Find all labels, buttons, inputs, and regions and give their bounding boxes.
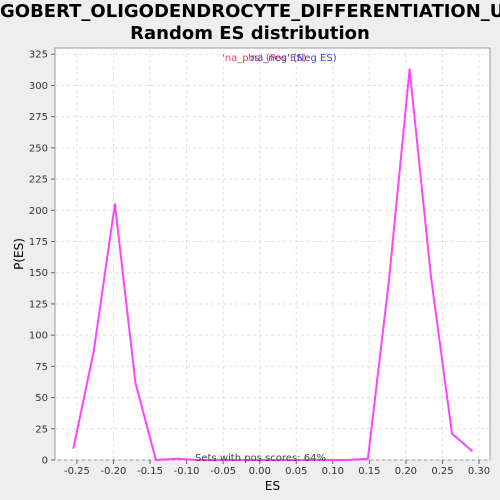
x-axis-label: ES — [265, 479, 280, 493]
y-tick-label: 100 — [29, 331, 48, 342]
x-tick-label: 0.20 — [395, 466, 417, 477]
legend-pos: 'na_pos' (Pos ES) — [222, 53, 307, 64]
x-tick-label: -0.10 — [174, 466, 200, 477]
y-tick-label: 225 — [29, 175, 48, 186]
x-tick-label: 0.30 — [468, 466, 490, 477]
series-line — [72, 68, 474, 461]
y-axis: 0 25 50 75 100 125 150 175 200 225 250 275 300 325 — [29, 50, 55, 467]
y-tick-label: 275 — [29, 112, 48, 123]
y-tick-label: 175 — [29, 237, 48, 248]
pos-scores-note: Sets with pos scores: 64% — [195, 453, 326, 464]
y-tick-label: 250 — [29, 143, 48, 154]
x-tick-label: 0.25 — [431, 466, 453, 477]
x-tick-label: 0.15 — [358, 466, 380, 477]
y-tick-label: 0 — [42, 456, 48, 467]
y-tick-label: 325 — [29, 50, 48, 61]
y-axis-label: P(ES) — [12, 238, 26, 270]
y-tick-label: 150 — [29, 268, 48, 279]
y-tick-label: 125 — [29, 299, 48, 310]
y-tick-label: 50 — [35, 393, 48, 404]
x-axis: -0.25 -0.20 -0.15 -0.10 -0.05 0.00 0.05 0.10 0.1… — [64, 460, 490, 477]
x-tick-label: -0.20 — [101, 466, 127, 477]
x-tick-label: 0.00 — [249, 466, 271, 477]
x-tick-label: 0.10 — [322, 466, 344, 477]
y-tick-label: 75 — [35, 362, 48, 373]
legend-neg: 'na_neg' (Neg ES) — [248, 53, 337, 64]
y-tick-label: 25 — [35, 424, 48, 435]
x-tick-label: -0.05 — [210, 466, 236, 477]
y-tick-label: 200 — [29, 206, 48, 217]
chart-title: GOBERT_OLIGODENDROCYTE_DIFFERENTIATION_U… — [0, 1, 500, 45]
chart-title-line-1: GOBERT_OLIGODENDROCYTE_DIFFERENTIATION_U… — [0, 1, 500, 22]
x-tick-label: -0.25 — [64, 466, 90, 477]
x-tick-label: 0.05 — [285, 466, 307, 477]
chart-title-line-2: Random ES distribution — [130, 23, 370, 44]
y-tick-label: 300 — [29, 81, 48, 92]
x-tick-label: -0.15 — [137, 466, 163, 477]
